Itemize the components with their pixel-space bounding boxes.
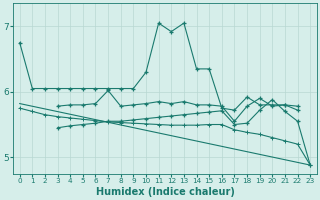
X-axis label: Humidex (Indice chaleur): Humidex (Indice chaleur): [96, 187, 234, 197]
